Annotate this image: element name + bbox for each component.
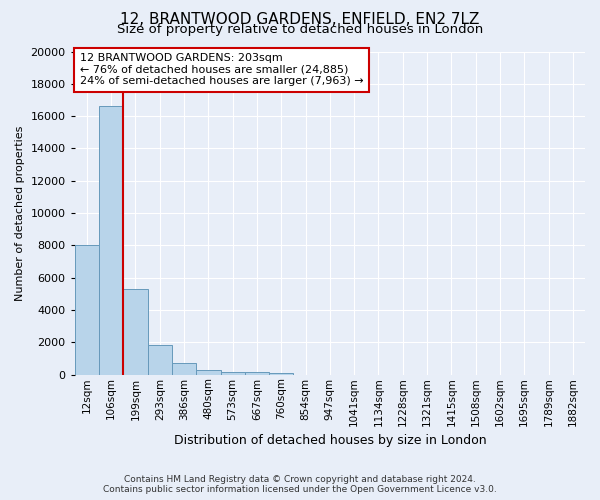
X-axis label: Distribution of detached houses by size in London: Distribution of detached houses by size …	[173, 434, 486, 448]
Text: Contains HM Land Registry data © Crown copyright and database right 2024.
Contai: Contains HM Land Registry data © Crown c…	[103, 474, 497, 494]
Bar	[172, 364, 196, 374]
Bar	[245, 372, 269, 374]
Bar	[75, 244, 99, 374]
Bar	[196, 370, 221, 374]
Bar	[148, 344, 172, 374]
Bar	[99, 106, 124, 374]
Y-axis label: Number of detached properties: Number of detached properties	[15, 126, 25, 301]
Text: 12 BRANTWOOD GARDENS: 203sqm
← 76% of detached houses are smaller (24,885)
24% o: 12 BRANTWOOD GARDENS: 203sqm ← 76% of de…	[80, 53, 364, 86]
Bar	[269, 372, 293, 374]
Text: 12, BRANTWOOD GARDENS, ENFIELD, EN2 7LZ: 12, BRANTWOOD GARDENS, ENFIELD, EN2 7LZ	[121, 12, 479, 26]
Text: Size of property relative to detached houses in London: Size of property relative to detached ho…	[117, 22, 483, 36]
Bar	[221, 372, 245, 374]
Bar	[124, 289, 148, 374]
